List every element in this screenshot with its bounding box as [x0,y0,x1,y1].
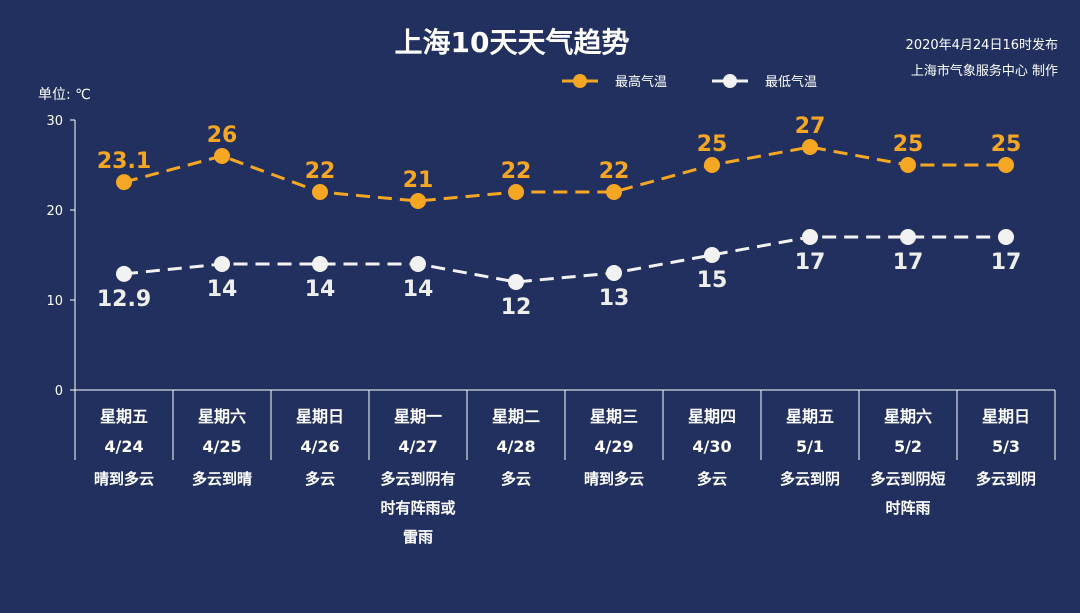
weekday-label: 星期日 [296,407,344,426]
weekday-label: 星期五 [100,407,148,426]
legend-marker-low [723,74,737,88]
data-label: 17 [795,250,826,275]
weekday-label: 星期六 [198,407,246,426]
weather-condition: 多云到阴有 [380,470,455,488]
data-point [998,157,1014,173]
data-point [508,184,524,200]
date-label: 4/28 [496,437,535,456]
legend-item-high: 最高气温 [562,74,667,90]
legend-label-low: 最低气温 [765,74,817,90]
data-point [704,157,720,173]
date-label: 5/2 [894,437,922,456]
data-point [900,229,916,245]
data-label: 12.9 [97,287,151,312]
weather-condition: 多云到阴短 [870,470,945,488]
data-label: 25 [893,132,924,157]
data-point [116,174,132,191]
data-point [312,184,328,200]
weekday-label: 星期一 [394,407,442,426]
date-label: 5/1 [796,437,824,456]
date-label: 4/27 [398,437,437,456]
publisher: 上海市气象服务中心 制作 [911,63,1058,79]
data-point [606,265,622,281]
date-label: 5/3 [992,437,1020,456]
data-label: 12 [501,295,532,320]
weekday-label: 星期二 [492,407,540,426]
data-point [312,256,328,272]
legend-marker-high [573,74,587,88]
data-label: 22 [305,159,336,184]
y-tick-label: 20 [46,204,63,219]
y-tick-label: 10 [46,294,63,309]
x-categories: 星期五 4/24 晴到多云 星期六 4/25 多云到晴 星期日 4/26 多云 星期一 4/27 多云… [74,390,1056,546]
weather-condition: 多云 [697,470,727,488]
data-point [802,229,818,245]
data-label: 15 [697,268,728,293]
data-label: 17 [991,250,1022,275]
data-point [116,265,132,282]
data-label: 25 [991,132,1022,157]
date-label: 4/24 [104,437,143,456]
y-tick-label: 30 [46,114,63,129]
weekday-label: 星期日 [982,407,1030,426]
data-label: 14 [403,277,434,302]
data-point [704,247,720,263]
data-label: 25 [697,132,728,157]
weather-condition: 雷雨 [403,528,433,546]
data-label: 14 [305,277,336,302]
weekday-label: 星期五 [786,407,834,426]
chart-title: 上海10天天气趋势 [395,26,630,59]
date-label: 4/26 [300,437,339,456]
date-label: 4/30 [692,437,731,456]
data-point [606,184,622,200]
series-high-temp: 23.1 26 22 21 22 22 25 27 25 25 [97,114,1021,209]
data-point [410,193,426,209]
data-label: 21 [403,168,434,193]
date-label: 4/25 [202,437,241,456]
data-point [998,229,1014,245]
publish-time: 2020年4月24日16时发布 [906,37,1058,53]
data-label: 23.1 [97,149,151,174]
data-label: 14 [207,277,238,302]
weather-condition: 时阵雨 [885,499,930,517]
weekday-label: 星期四 [688,407,736,426]
weather-condition: 时有阵雨或 [380,499,455,517]
data-point [508,274,524,290]
data-label: 22 [501,159,532,184]
weather-condition: 多云到晴 [192,470,252,488]
data-point [900,157,916,173]
weather-condition: 晴到多云 [584,470,644,488]
y-tick-label: 0 [55,384,63,399]
weather-condition: 多云 [501,470,531,488]
data-label: 13 [599,286,630,311]
weather-condition: 多云到阴 [780,470,840,488]
data-label: 27 [795,114,826,139]
weekday-label: 星期六 [884,407,932,426]
legend: 最高气温 最低气温 [562,74,817,90]
data-label: 22 [599,159,630,184]
weather-condition: 多云 [305,470,335,488]
data-point [410,256,426,272]
data-point [802,139,818,155]
legend-item-low: 最低气温 [712,74,817,90]
weather-condition: 多云到阴 [976,470,1036,488]
data-label: 26 [207,123,238,148]
series-line [123,145,1006,203]
series-low-temp: 12.9 14 14 14 12 13 15 17 17 17 [97,229,1021,320]
data-label: 17 [893,250,924,275]
weather-condition: 晴到多云 [94,470,154,488]
data-point [214,256,230,272]
data-point [214,148,230,164]
legend-label-high: 最高气温 [615,74,667,90]
weekday-label: 星期三 [590,407,638,426]
date-label: 4/29 [594,437,633,456]
series-line [123,235,1006,284]
y-axis-unit: 单位: ℃ [38,87,91,103]
